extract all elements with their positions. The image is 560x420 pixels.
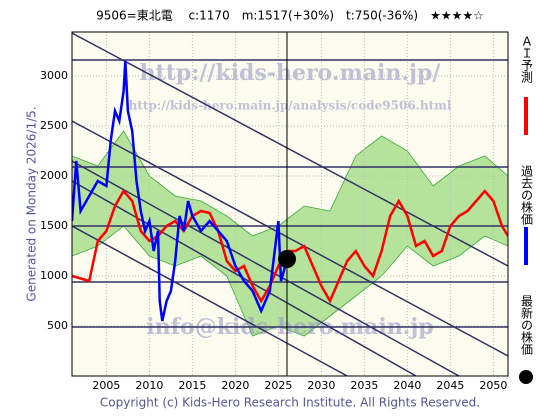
- x-tick-label: 2050: [479, 379, 507, 392]
- footer: Copyright (c) Kids-Hero Research Institu…: [100, 396, 480, 410]
- trend-line: [72, 32, 508, 267]
- x-tick-label: 2015: [178, 379, 206, 392]
- x-tick-label: 2025: [264, 379, 292, 392]
- trend-line: [72, 160, 460, 376]
- plot-frame: [71, 31, 509, 377]
- legend-label: ＡＩ予測: [520, 35, 534, 84]
- legend-label: 過去の株価: [520, 165, 534, 225]
- y-tick-label: 2500: [40, 119, 68, 132]
- x-tick-label: 2010: [135, 379, 163, 392]
- watermark: http://kids-hero.main.jp/: [140, 60, 442, 86]
- x-tick-label: 2035: [350, 379, 378, 392]
- y-tick-label: 1500: [40, 219, 68, 232]
- x-tick-label: 2005: [92, 379, 120, 392]
- legend-marker: [519, 370, 533, 384]
- legend-label: 最新の株価: [520, 295, 534, 355]
- x-tick-label: 2020: [221, 379, 249, 392]
- watermark: http://kids-hero.main.jp/analysis/code95…: [129, 99, 452, 113]
- y-tick-label: 2000: [40, 169, 68, 182]
- latest-dot: [277, 250, 296, 268]
- forecast-band: [72, 130, 508, 337]
- x-tick-label: 2040: [393, 379, 421, 392]
- series-line: [72, 60, 288, 322]
- x-tick-label: 2045: [436, 379, 464, 392]
- y-tick-label: 3000: [40, 69, 68, 82]
- y-tick-label: 500: [47, 319, 68, 332]
- y-tick-label: 1000: [40, 269, 68, 282]
- chart-title: 9506=東北電 c:1170 m:1517(+30%) t:750(-36%)…: [96, 9, 484, 23]
- trend-line: [72, 225, 348, 376]
- trend-line: [72, 120, 508, 357]
- x-tick-label: 2030: [307, 379, 335, 392]
- side-note: Generated on Monday 2026/1/5.: [25, 106, 39, 301]
